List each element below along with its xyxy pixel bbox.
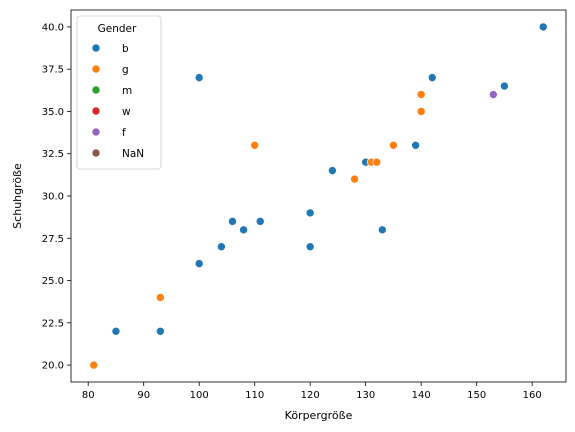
legend-marker-f (91, 127, 101, 137)
data-point-b-6 (239, 225, 248, 235)
data-point-b-9 (305, 242, 315, 252)
data-point-b-3 (194, 73, 204, 82)
data-point-g-1 (156, 293, 165, 302)
x-tick-label: 110 (245, 390, 264, 401)
legend-box (76, 15, 162, 170)
y-tick-label: 35.0 (42, 107, 64, 118)
data-point-b-16 (538, 22, 548, 32)
x-tick-label: 130 (356, 390, 375, 401)
y-tick-label: 25.0 (42, 276, 64, 287)
legend-title: Gender (98, 23, 137, 35)
y-tick-label: 40.0 (42, 22, 64, 33)
y-axis-ticks: 20.0 22.5 25.0 27.5 30.0 32.5 35.0 37.5 40.0 (42, 22, 71, 372)
data-point-b-13 (411, 140, 420, 150)
data-point-b-5 (228, 217, 237, 226)
y-tick-label: 27.5 (42, 234, 64, 245)
legend-marker-g (91, 64, 101, 74)
points-layer (89, 22, 548, 370)
y-axis-label: Schuhgröße (11, 163, 24, 229)
legend-label-b: b (122, 43, 129, 55)
x-tick-label: 100 (190, 390, 209, 401)
legend-marker-b (91, 43, 101, 53)
legend-label-nan: NaN (122, 148, 144, 160)
data-point-b-8 (305, 208, 315, 218)
data-point-b-1 (156, 326, 165, 336)
data-point-g-6 (389, 140, 398, 150)
x-tick-label: 140 (412, 390, 431, 401)
legend-label-m: m (122, 85, 132, 97)
x-tick-label: 120 (301, 390, 320, 401)
legend-marker-w (91, 106, 101, 116)
y-tick-label: 30.0 (42, 192, 64, 203)
data-point-b-4 (217, 242, 226, 252)
y-tick-label: 22.5 (42, 318, 64, 329)
legend-marker-nan (91, 148, 101, 158)
legend-marker-m (91, 85, 101, 95)
legend-label-w: w (122, 106, 131, 118)
y-tick-label: 32.5 (42, 149, 64, 160)
data-point-b-12 (378, 225, 387, 235)
y-tick-label: 37.5 (42, 65, 64, 76)
data-point-g-2 (250, 140, 259, 150)
data-point-b-10 (328, 166, 337, 175)
data-point-g-7 (416, 90, 426, 99)
data-point-g-5 (372, 157, 382, 167)
data-point-g-3 (350, 174, 359, 184)
data-point-b-7 (255, 217, 265, 226)
x-tick-label: 160 (523, 390, 542, 401)
data-point-g-8 (416, 107, 426, 116)
legend-label-g: g (122, 64, 129, 76)
y-tick-label: 20.0 (42, 361, 64, 372)
x-tick-label: 90 (137, 390, 150, 401)
x-axis-ticks: 80 90 100 110 120 130 140 150 160 (82, 382, 542, 401)
data-point-b-2 (194, 259, 204, 268)
x-tick-label: 150 (467, 390, 486, 401)
x-axis-label: Körpergröße (285, 409, 353, 422)
data-point-b-14 (427, 73, 437, 82)
data-point-b-15 (500, 81, 509, 91)
x-tick-label: 80 (82, 390, 95, 401)
legend-label-f: f (122, 127, 126, 139)
data-point-b-0 (111, 326, 121, 336)
data-point-g-0 (89, 360, 99, 370)
data-point-f-0 (489, 90, 498, 99)
